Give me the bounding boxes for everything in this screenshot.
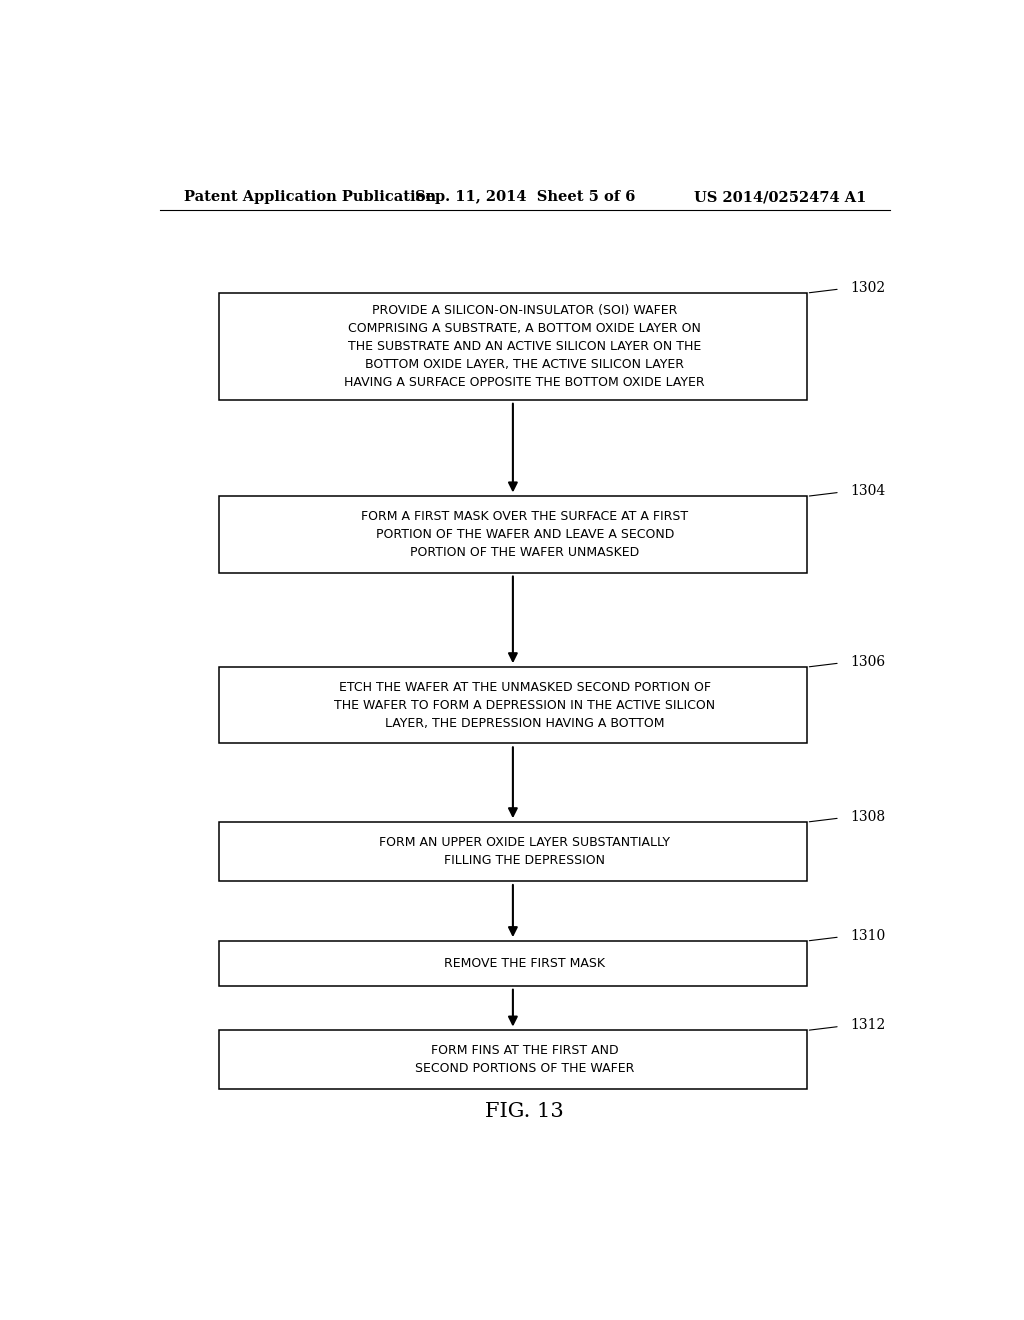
Text: FORM A FIRST MASK OVER THE SURFACE AT A FIRST
PORTION OF THE WAFER AND LEAVE A S: FORM A FIRST MASK OVER THE SURFACE AT A … [361,510,688,558]
Text: FORM FINS AT THE FIRST AND
SECOND PORTIONS OF THE WAFER: FORM FINS AT THE FIRST AND SECOND PORTIO… [415,1044,635,1076]
Text: 1310: 1310 [850,929,886,942]
Bar [219,941,807,986]
Text: ETCH THE WAFER AT THE UNMASKED SECOND PORTION OF
THE WAFER TO FORM A DEPRESSION : ETCH THE WAFER AT THE UNMASKED SECOND PO… [334,681,716,730]
Text: FORM AN UPPER OXIDE LAYER SUBSTANTIALLY
FILLING THE DEPRESSION: FORM AN UPPER OXIDE LAYER SUBSTANTIALLY … [379,836,671,867]
Bar [219,496,807,573]
Text: 1304: 1304 [850,484,886,498]
Bar [219,667,807,743]
Bar [219,1031,807,1089]
Text: 1302: 1302 [850,281,886,294]
Text: 1312: 1312 [850,1019,886,1032]
Text: Sep. 11, 2014  Sheet 5 of 6: Sep. 11, 2014 Sheet 5 of 6 [415,190,635,205]
Text: 1308: 1308 [850,810,886,824]
Text: 1306: 1306 [850,655,886,669]
Bar [219,822,807,880]
Text: PROVIDE A SILICON-ON-INSULATOR (SOI) WAFER
COMPRISING A SUBSTRATE, A BOTTOM OXID: PROVIDE A SILICON-ON-INSULATOR (SOI) WAF… [344,304,706,389]
Text: Patent Application Publication: Patent Application Publication [183,190,435,205]
Bar [219,293,807,400]
Text: REMOVE THE FIRST MASK: REMOVE THE FIRST MASK [444,957,605,970]
Text: US 2014/0252474 A1: US 2014/0252474 A1 [693,190,866,205]
Text: FIG. 13: FIG. 13 [485,1102,564,1121]
